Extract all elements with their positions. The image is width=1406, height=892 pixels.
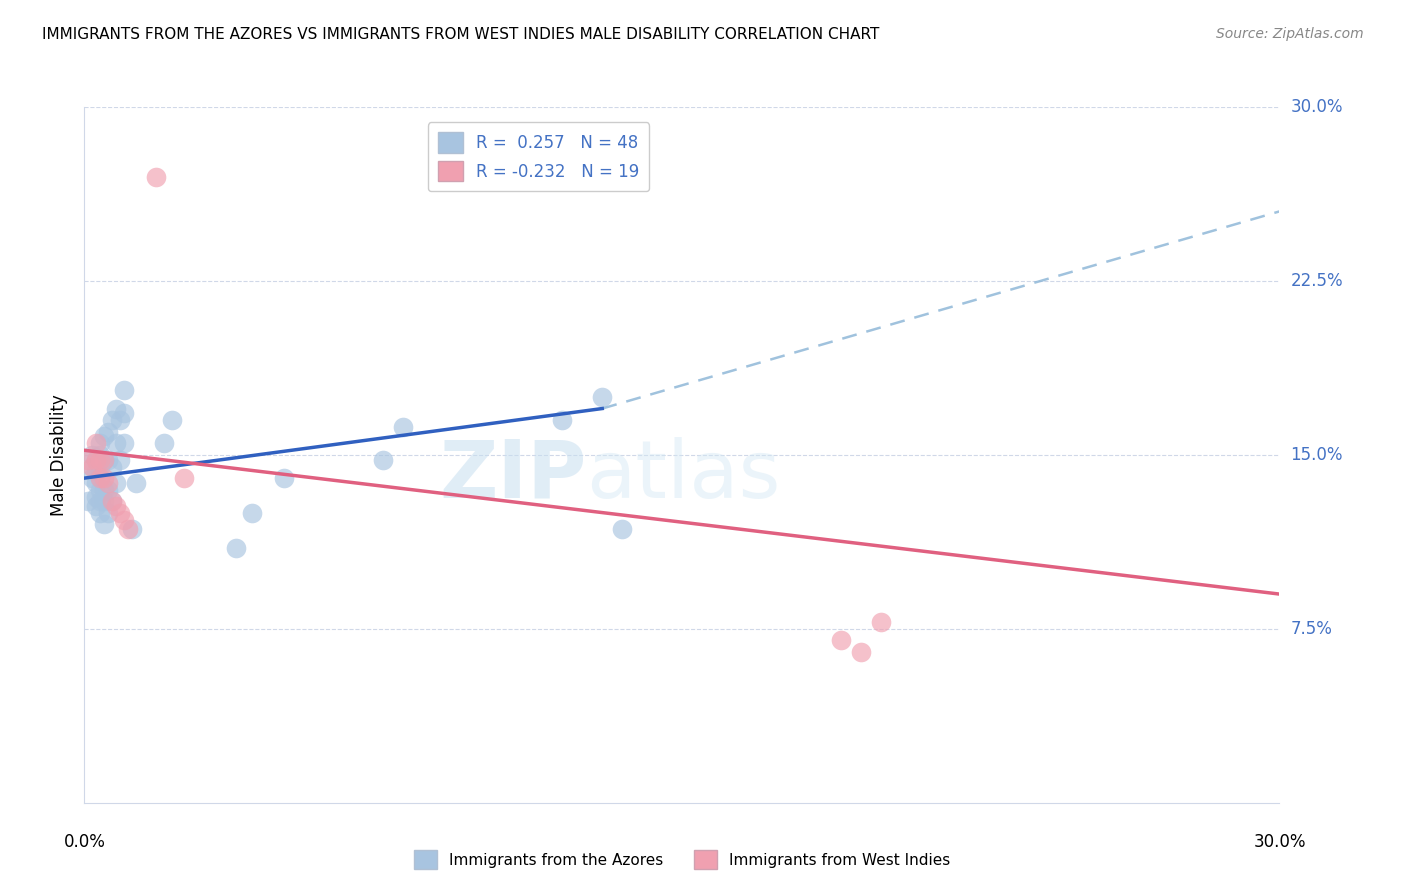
Point [112, 436, 135, 450]
Point [93, 452, 115, 467]
Point [160, 413, 183, 427]
Point [86, 452, 108, 467]
Point [105, 436, 128, 450]
Point [93, 471, 115, 485]
Text: 22.5%: 22.5% [1291, 272, 1343, 290]
Text: ZIP: ZIP [439, 437, 586, 515]
Point [117, 522, 139, 536]
Point [97, 475, 120, 490]
Point [101, 494, 124, 508]
Point [86, 490, 108, 504]
Point [86, 464, 108, 478]
Point [89, 452, 111, 467]
Point [89, 471, 111, 485]
Point [112, 406, 135, 420]
Point [89, 506, 111, 520]
Text: 0.0%: 0.0% [63, 833, 105, 851]
Point [110, 452, 132, 467]
Point [145, 169, 167, 184]
Point [125, 475, 148, 490]
Point [101, 413, 124, 427]
Point [830, 633, 852, 648]
Text: Source: ZipAtlas.com: Source: ZipAtlas.com [1216, 27, 1364, 41]
Point [82, 448, 104, 462]
Point [86, 452, 108, 467]
Text: IMMIGRANTS FROM THE AZORES VS IMMIGRANTS FROM WEST INDIES MALE DISABILITY CORREL: IMMIGRANTS FROM THE AZORES VS IMMIGRANTS… [42, 27, 880, 42]
Point [77, 494, 100, 508]
Point [551, 413, 574, 427]
Point [77, 452, 100, 467]
Point [112, 513, 135, 527]
Point [97, 506, 120, 520]
Point [86, 499, 108, 513]
Point [89, 448, 111, 462]
Point [89, 471, 111, 485]
Point [110, 413, 132, 427]
Point [225, 541, 247, 555]
Text: 30.0%: 30.0% [1291, 98, 1343, 116]
Point [89, 494, 111, 508]
Point [93, 452, 115, 467]
Point [82, 459, 104, 474]
Point [82, 459, 104, 474]
Point [89, 459, 111, 474]
Point [97, 425, 120, 439]
Point [93, 429, 115, 443]
Point [101, 459, 124, 474]
Point [86, 475, 108, 490]
Point [82, 471, 104, 485]
Point [173, 471, 195, 485]
Point [240, 506, 263, 520]
Point [89, 483, 111, 497]
Point [273, 471, 295, 485]
Point [93, 494, 115, 508]
Point [110, 506, 132, 520]
Text: 30.0%: 30.0% [1253, 833, 1306, 851]
Point [610, 522, 633, 536]
Point [105, 499, 128, 513]
Point [101, 494, 124, 508]
Point [112, 383, 135, 397]
Point [371, 452, 394, 467]
Point [97, 452, 120, 467]
Point [392, 420, 415, 434]
Point [153, 436, 176, 450]
Legend: Immigrants from the Azores, Immigrants from West Indies: Immigrants from the Azores, Immigrants f… [408, 845, 956, 875]
Text: 7.5%: 7.5% [1291, 620, 1333, 638]
Point [93, 483, 115, 497]
Text: atlas: atlas [586, 437, 780, 515]
Point [89, 436, 111, 450]
Point [105, 475, 128, 490]
Y-axis label: Male Disability: Male Disability [51, 394, 69, 516]
Point [93, 517, 115, 532]
Point [870, 615, 893, 629]
Point [121, 522, 143, 536]
Point [849, 645, 872, 659]
Point [591, 390, 613, 404]
Point [86, 436, 108, 450]
Text: 15.0%: 15.0% [1291, 446, 1343, 464]
Point [105, 401, 128, 416]
Point [97, 483, 120, 497]
